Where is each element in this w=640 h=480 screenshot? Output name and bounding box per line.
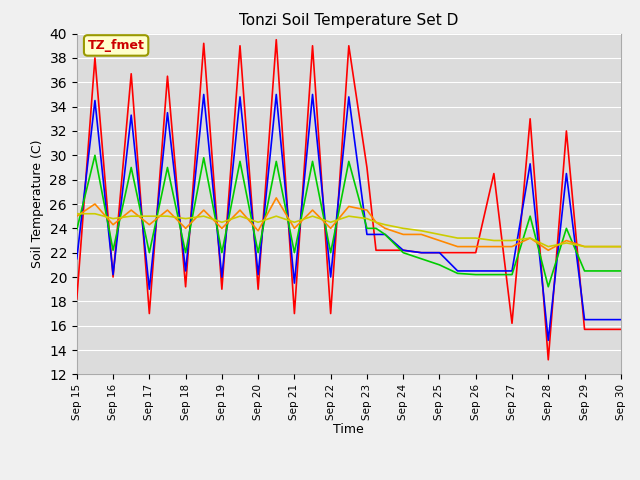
Title: Tonzi Soil Temperature Set D: Tonzi Soil Temperature Set D	[239, 13, 458, 28]
Text: TZ_fmet: TZ_fmet	[88, 39, 145, 52]
Y-axis label: Soil Temperature (C): Soil Temperature (C)	[31, 140, 44, 268]
X-axis label: Time: Time	[333, 423, 364, 436]
